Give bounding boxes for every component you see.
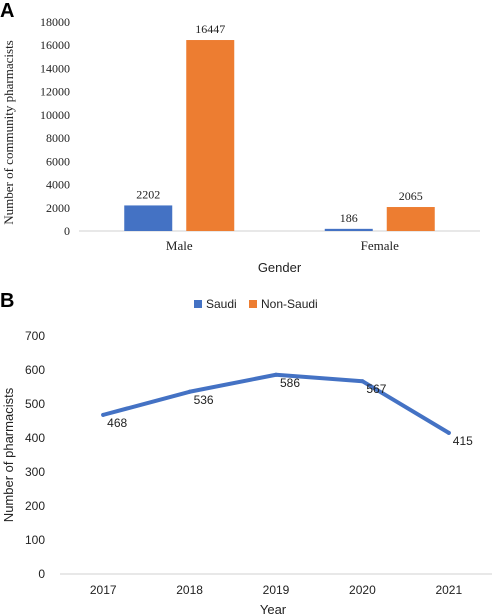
bar	[186, 40, 235, 231]
bar	[124, 205, 173, 231]
data-point	[446, 430, 451, 435]
bar-data-label: 2202	[136, 187, 160, 201]
panel-b-letter: B	[0, 290, 14, 312]
y-axis-title: Number of pharmacists	[1, 387, 16, 522]
data-point	[101, 412, 106, 417]
y-tick-label: 0	[64, 224, 70, 238]
panel-a-letter: A	[0, 0, 14, 22]
bar-data-label: 16447	[195, 22, 225, 36]
point-data-label: 468	[107, 416, 127, 430]
y-tick-label: 500	[25, 397, 45, 411]
y-tick-label: 700	[25, 329, 45, 343]
x-tick-label: 2018	[176, 583, 203, 597]
y-tick-label: 0	[38, 567, 45, 581]
bar-data-label: 2065	[399, 189, 423, 203]
y-tick-label: 8000	[46, 131, 70, 145]
x-tick-label: 2017	[90, 583, 117, 597]
legend-swatch	[194, 300, 202, 308]
data-point	[360, 379, 365, 384]
panel-a: A 0 2000 4000 6000 8000 10000 12000 14000 16000 1…	[0, 0, 480, 275]
y-tick-label: 16000	[40, 38, 70, 52]
y-axis-title: Number of community pharmacists	[1, 40, 16, 225]
bar	[386, 207, 435, 231]
x-tick-label: Male	[166, 238, 193, 253]
point-data-label: 536	[194, 393, 214, 407]
y-tick-label: 600	[25, 363, 45, 377]
y-tick-label: 4000	[46, 178, 70, 192]
y-tick-label: 6000	[46, 154, 70, 168]
legend-swatch	[249, 300, 257, 308]
y-tick-label: 300	[25, 465, 45, 479]
x-tick-label: 2021	[435, 583, 462, 597]
x-axis-title: Gender	[258, 260, 302, 275]
bar-data-label: 186	[340, 211, 358, 225]
data-point	[187, 389, 192, 394]
point-data-label: 567	[366, 382, 386, 396]
legend-label: Saudi	[206, 297, 237, 311]
y-tick-label: 400	[25, 431, 45, 445]
y-tick-label: 10000	[40, 108, 70, 122]
point-data-label: 586	[280, 376, 300, 390]
x-tick-label: 2019	[263, 583, 290, 597]
data-point	[274, 372, 278, 377]
series-line	[101, 372, 451, 435]
y-tick-label: 100	[25, 533, 45, 547]
y-tick-label: 18000	[40, 15, 70, 29]
bar	[324, 228, 373, 231]
point-data-label: 415	[453, 434, 473, 448]
panel-b: B Saudi Non-Saudi 0 100 200 300 400 500 600 700 20…	[0, 290, 492, 616]
y-tick-label: 14000	[40, 61, 70, 75]
legend-label: Non-Saudi	[261, 297, 318, 311]
x-tick-label: 2020	[349, 583, 376, 597]
x-axis-title: Year	[260, 602, 287, 616]
y-tick-label: 2000	[46, 201, 70, 215]
x-tick-label: Female	[361, 238, 399, 253]
y-tick-label: 200	[25, 499, 45, 513]
y-tick-label: 12000	[40, 85, 70, 99]
